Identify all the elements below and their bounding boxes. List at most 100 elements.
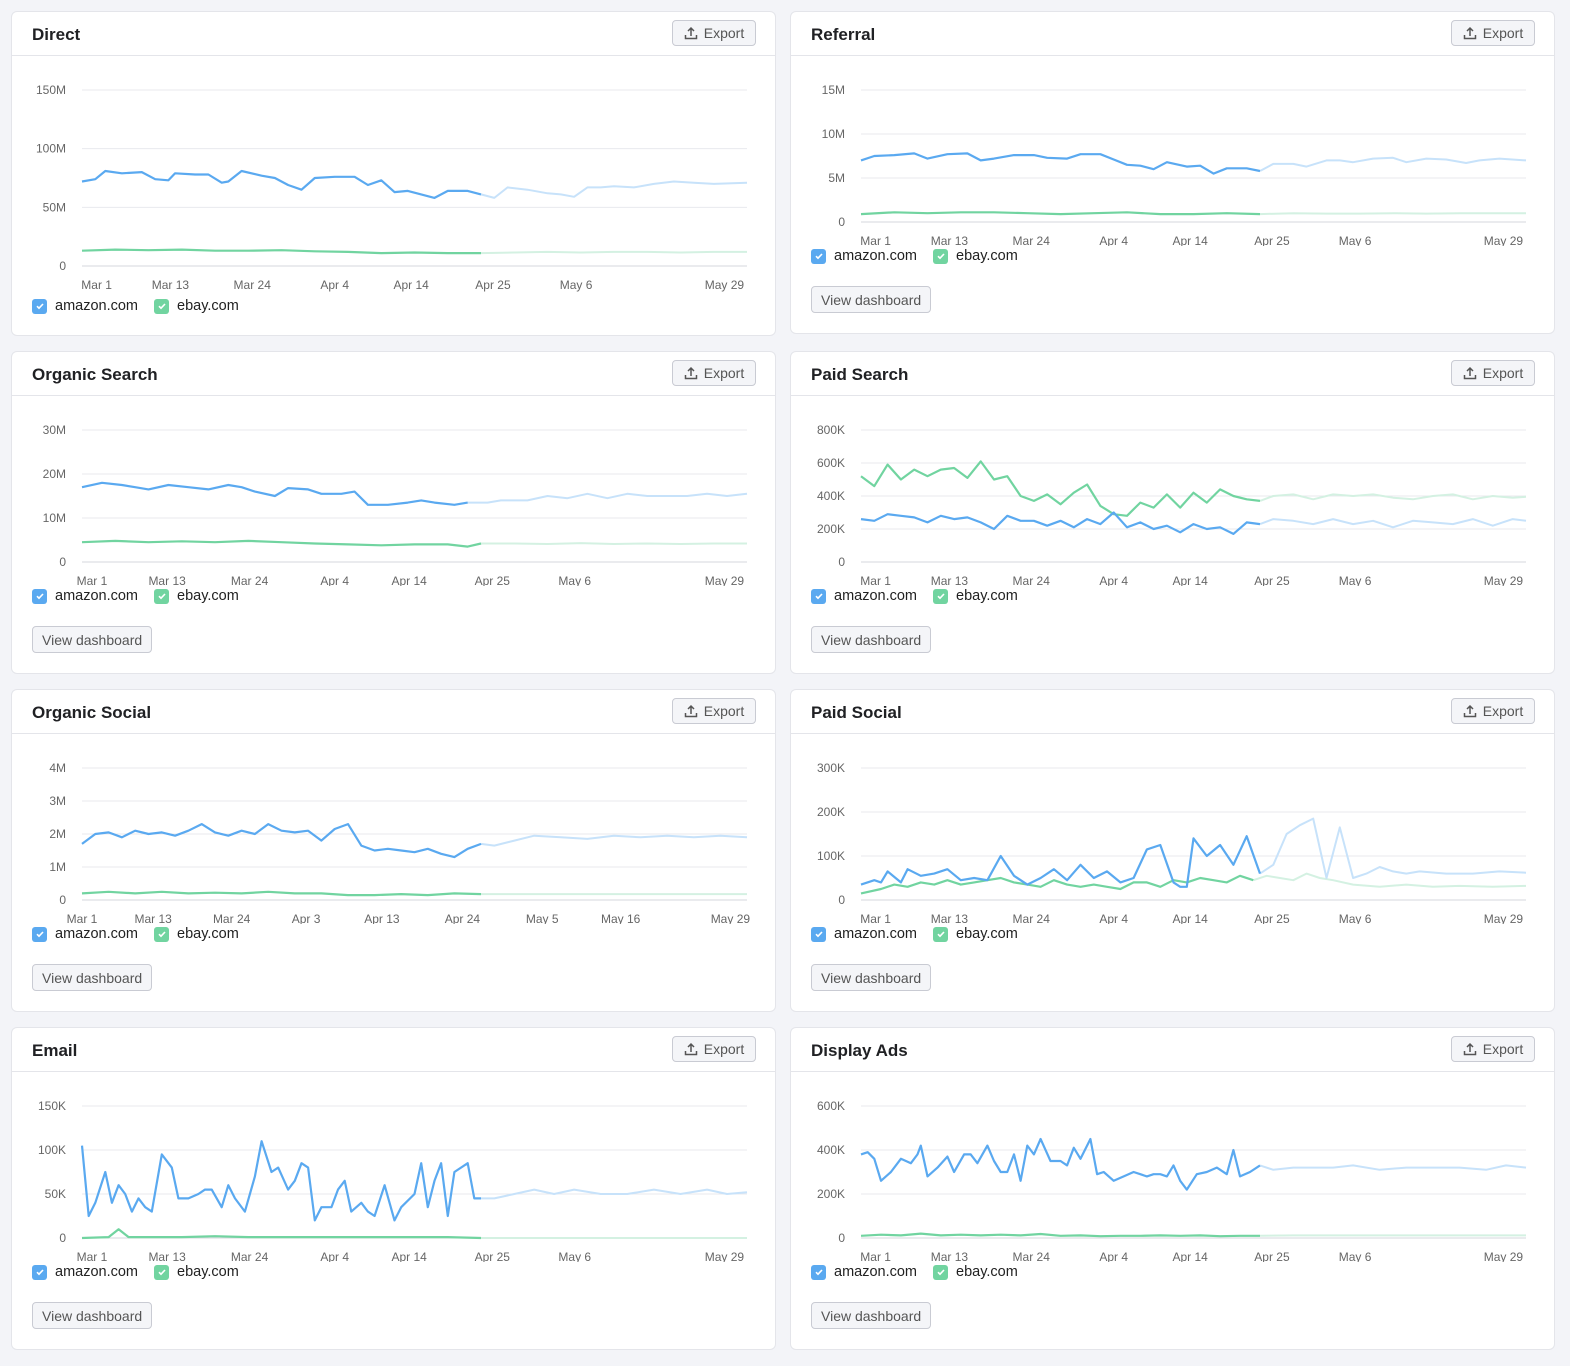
y-tick-label: 0 <box>59 1231 66 1245</box>
legend-label: amazon.com <box>834 926 918 942</box>
x-tick-label: Apr 14 <box>1172 1250 1208 1262</box>
legend-item-amazon[interactable]: amazon.com <box>32 926 138 942</box>
legend-item-amazon[interactable]: amazon.com <box>811 926 917 942</box>
x-tick-label: May 16 <box>601 912 641 924</box>
legend-item-amazon[interactable]: amazon.com <box>811 248 917 264</box>
x-tick-label: May 6 <box>1339 1250 1372 1262</box>
legend-label: amazon.com <box>55 588 139 604</box>
x-tick-label: May 29 <box>1484 574 1524 586</box>
export-button[interactable]: Export <box>1451 1036 1535 1062</box>
legend-item-amazon[interactable]: amazon.com <box>32 588 138 604</box>
legend-item-ebay[interactable]: ebay.com <box>154 298 239 314</box>
checkbox-icon <box>32 588 47 604</box>
legend-item-ebay[interactable]: ebay.com <box>154 588 239 604</box>
view-dashboard-button[interactable]: View dashboard <box>811 286 932 313</box>
legend-item-ebay[interactable]: ebay.com <box>933 926 1018 942</box>
series-line <box>81 890 482 897</box>
legend-label: amazon.com <box>55 1264 139 1280</box>
x-tick-label: Mar 1 <box>77 574 108 586</box>
panel-title: Display Ads <box>811 1041 908 1060</box>
panel-referral: Referral Export 0 5M 10M 15M Mar 1 Mar 13 Mar … <box>790 11 1555 334</box>
series-line <box>860 460 1261 517</box>
export-button[interactable]: Export <box>672 20 756 46</box>
x-tick-label: Mar 1 <box>860 234 891 246</box>
export-button[interactable]: Export <box>672 360 756 386</box>
x-tick-label: May 6 <box>1339 574 1372 586</box>
checkbox-icon <box>933 1264 949 1280</box>
export-button[interactable]: Export <box>672 1036 756 1062</box>
legend-item-amazon[interactable]: amazon.com <box>32 1264 138 1280</box>
view-dashboard-button[interactable]: View dashboard <box>32 964 153 991</box>
export-button[interactable]: Export <box>1451 20 1535 46</box>
x-tick-label: Mar 24 <box>231 574 269 586</box>
legend-item-amazon[interactable]: amazon.com <box>811 1264 917 1280</box>
panel-display-ads: Display Ads Export 0 200K 400K 600K Mar 1 Mar… <box>790 1027 1555 1350</box>
checkbox-icon <box>32 1264 47 1280</box>
upload-icon <box>1463 1042 1477 1056</box>
export-label: Export <box>703 1041 745 1057</box>
x-tick-label: Apr 14 <box>393 278 429 292</box>
export-label: Export <box>1482 365 1524 381</box>
y-tick-label: 0 <box>59 555 66 569</box>
x-tick-label: Apr 4 <box>1099 234 1128 246</box>
legend-item-ebay[interactable]: ebay.com <box>933 1264 1018 1280</box>
legend-label: ebay.com <box>177 298 239 314</box>
y-tick-label: 150K <box>38 1099 66 1113</box>
series-line <box>860 1232 1260 1238</box>
panel-title: Referral <box>811 25 876 44</box>
series-line-forecast <box>1259 817 1527 879</box>
panel-header: Paid Social Export <box>791 690 1554 734</box>
y-tick-label: 5M <box>828 171 845 185</box>
panel-title: Organic Search <box>32 365 158 384</box>
x-tick-label: Mar 24 <box>234 278 272 292</box>
view-dashboard-button[interactable]: View dashboard <box>32 1302 153 1329</box>
panel-title: Direct <box>32 25 81 44</box>
view-dashboard-button[interactable]: View dashboard <box>811 1302 932 1329</box>
series-line-forecast <box>1259 493 1527 502</box>
legend-label: ebay.com <box>956 926 1018 942</box>
checkbox-icon <box>154 1264 170 1280</box>
x-tick-label: Mar 13 <box>148 1250 186 1262</box>
x-tick-label: Mar 24 <box>1013 574 1051 586</box>
checkbox-icon <box>811 588 826 604</box>
line-chart: 0 100K 200K 300K Mar 1 Mar 13 Mar 24 Apr 4 Apr 1… <box>817 761 1527 924</box>
y-tick-label: 150M <box>36 83 66 97</box>
export-label: Export <box>703 365 745 381</box>
view-dashboard-button[interactable]: View dashboard <box>32 626 153 653</box>
x-tick-label: May 29 <box>1484 912 1524 924</box>
chart-legend: amazon.com ebay.com <box>811 246 1018 266</box>
legend-label: amazon.com <box>834 248 918 264</box>
legend-item-amazon[interactable]: amazon.com <box>32 298 138 314</box>
y-tick-label: 800K <box>817 423 845 437</box>
export-button[interactable]: Export <box>1451 698 1535 724</box>
legend-item-amazon[interactable]: amazon.com <box>811 588 917 604</box>
checkbox-icon <box>32 926 47 942</box>
view-dashboard-button[interactable]: View dashboard <box>811 964 932 991</box>
y-tick-label: 600K <box>817 456 845 470</box>
x-tick-label: Apr 14 <box>1172 574 1208 586</box>
export-label: Export <box>1482 703 1524 719</box>
legend-item-ebay[interactable]: ebay.com <box>933 248 1018 264</box>
export-label: Export <box>703 25 745 41</box>
export-button[interactable]: Export <box>672 698 756 724</box>
y-tick-label: 0 <box>838 1231 845 1245</box>
y-tick-label: 200K <box>817 1187 845 1201</box>
chart-legend: amazon.com ebay.com <box>32 296 239 316</box>
panel-organic-social: Organic Social Export 0 1M 2M 3M 4M Mar 1 Mar … <box>11 689 776 1012</box>
chart-legend: amazon.com ebay.com <box>811 586 1018 606</box>
legend-item-ebay[interactable]: ebay.com <box>154 926 239 942</box>
view-dashboard-button[interactable]: View dashboard <box>811 626 932 653</box>
panel-paid-social: Paid Social Export 0 100K 200K 300K Mar 1 Mar… <box>790 689 1555 1012</box>
legend-item-ebay[interactable]: ebay.com <box>154 1264 239 1280</box>
export-button[interactable]: Export <box>1451 360 1535 386</box>
legend-label: ebay.com <box>956 1264 1018 1280</box>
x-tick-label: Mar 24 <box>1013 1250 1051 1262</box>
x-tick-label: Apr 14 <box>1172 234 1208 246</box>
legend-label: ebay.com <box>956 248 1018 264</box>
panel-header: Organic Social Export <box>12 690 775 734</box>
export-label: Export <box>703 703 745 719</box>
x-tick-label: Mar 24 <box>1013 234 1051 246</box>
legend-item-ebay[interactable]: ebay.com <box>933 588 1018 604</box>
x-tick-label: May 29 <box>711 912 751 924</box>
y-tick-label: 4M <box>49 761 66 775</box>
